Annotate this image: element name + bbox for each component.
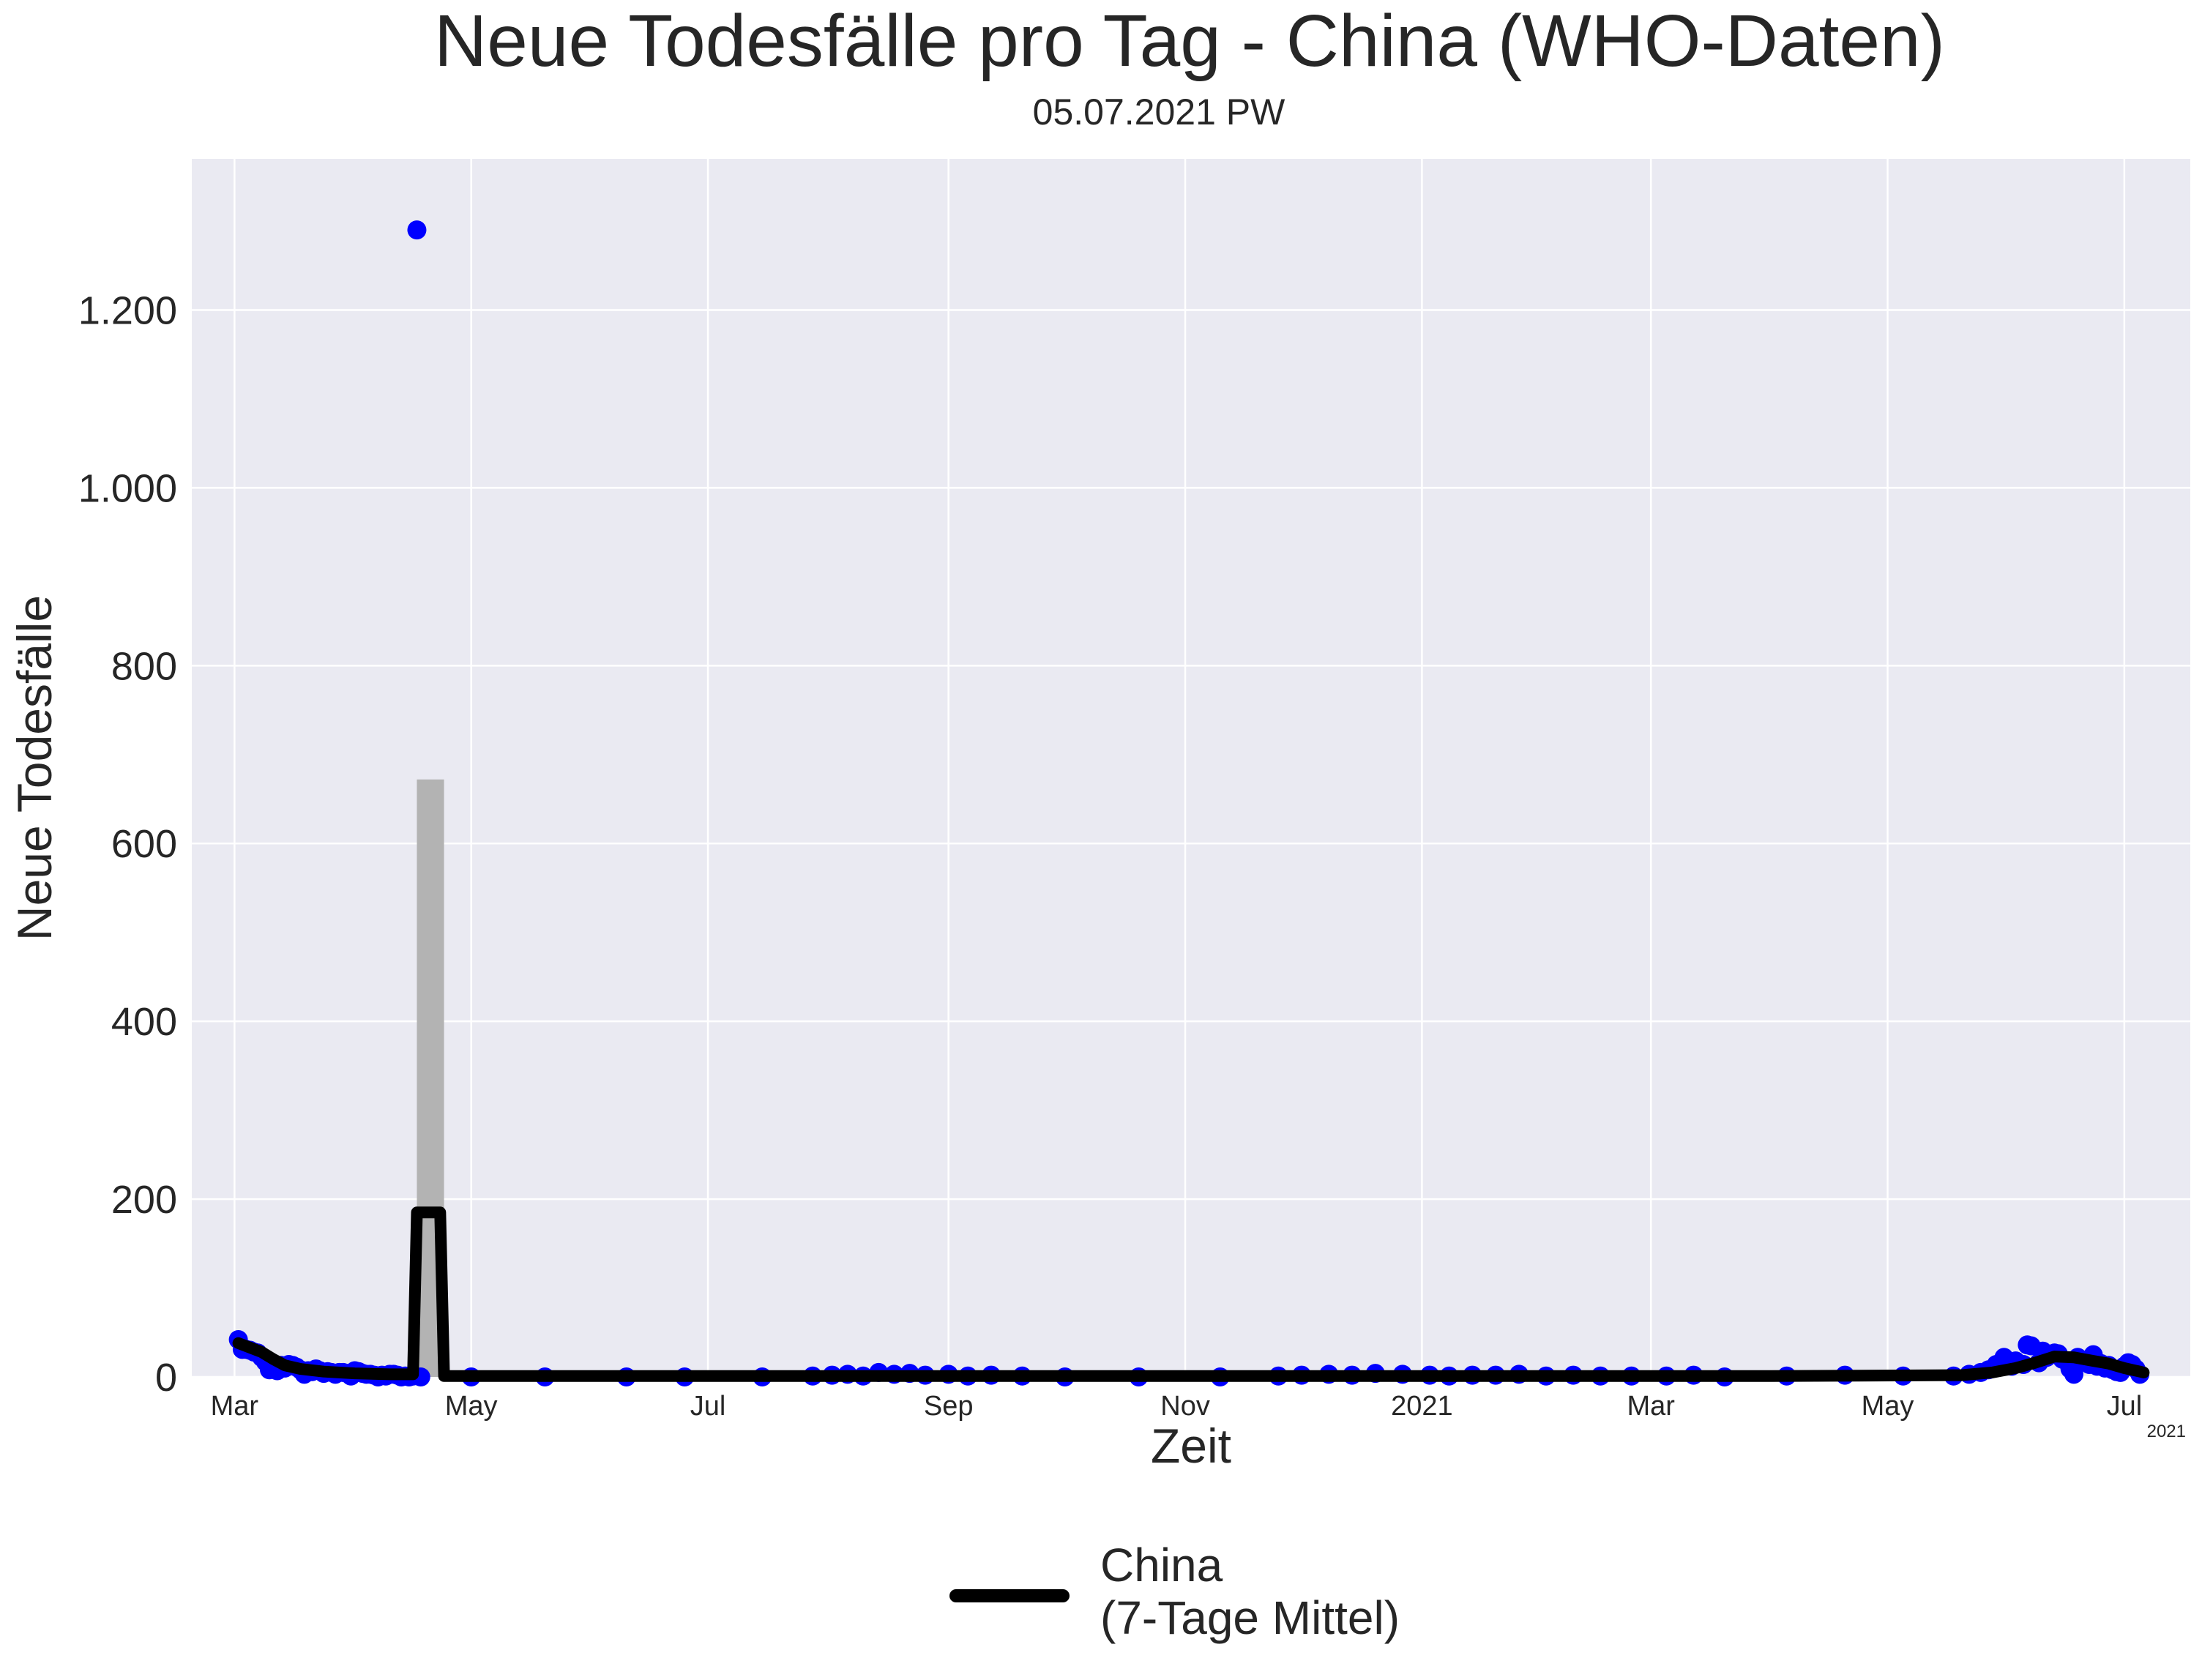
x-tick-label: Sep — [924, 1391, 974, 1422]
chart-marks — [228, 220, 2150, 1386]
x-axis-label: Zeit — [1151, 1419, 1231, 1473]
x-axis-ticks: Mar May Jul Sep Nov 2021 Mar May Jul — [211, 1391, 2143, 1422]
y-axis-label: Neue Todesfälle — [7, 595, 61, 941]
legend-label-line: (7-Tage Mittel) — [1100, 1591, 1400, 1644]
y-tick-label: 1.200 — [78, 288, 177, 332]
chart-title: Neue Todesfälle pro Tag - China (WHO-Dat… — [434, 0, 1945, 82]
grid — [192, 159, 2190, 1378]
legend-label-line: China — [1100, 1539, 1223, 1591]
x-tick-label: Jul — [690, 1391, 726, 1422]
x-tick-label: May — [445, 1391, 498, 1422]
x-tick-label: Mar — [1627, 1391, 1675, 1422]
plot-area — [192, 159, 2190, 1377]
x-tick-label: Nov — [1160, 1391, 1210, 1422]
legend: China (7-Tage Mittel) — [949, 1539, 1400, 1644]
y-tick-label: 600 — [111, 822, 177, 866]
y-tick-label: 200 — [111, 1178, 177, 1222]
x-axis-offset-label: 2021 — [2147, 1422, 2186, 1441]
y-tick-label: 0 — [155, 1356, 177, 1400]
x-tick-label: Mar — [211, 1391, 259, 1422]
y-tick-label: 1.000 — [78, 466, 177, 510]
daily-death-point — [407, 220, 427, 240]
seven-day-average-line — [232, 1206, 2150, 1382]
y-tick-label: 800 — [111, 644, 177, 688]
x-tick-label: 2021 — [1391, 1391, 1453, 1422]
chart-subtitle: 05.07.2021 PW — [1033, 92, 1285, 132]
legend-label: China (7-Tage Mittel) — [1100, 1539, 1400, 1644]
x-tick-label: May — [1862, 1391, 1914, 1422]
y-tick-label: 400 — [111, 1000, 177, 1044]
x-tick-label: Jul — [2107, 1391, 2143, 1422]
y-axis-ticks: 0 200 400 600 800 1.000 1.200 — [78, 288, 177, 1400]
